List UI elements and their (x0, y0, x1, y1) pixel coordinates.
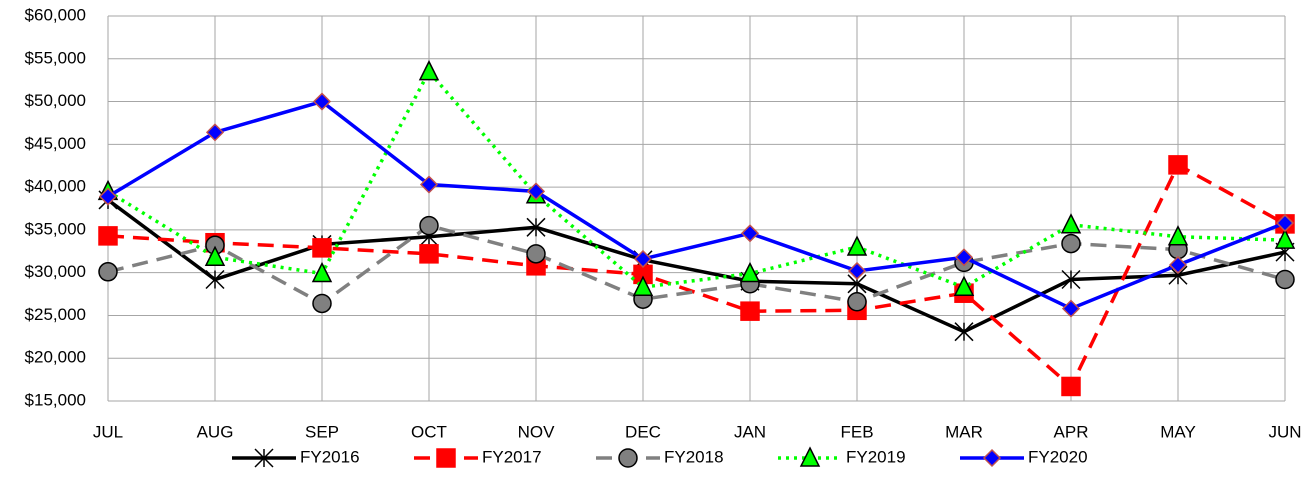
marker-triangle (739, 261, 761, 283)
x-tick-label: FEB (840, 422, 873, 441)
y-tick-label: $50,000 (25, 91, 86, 110)
x-tick-label: JUL (93, 422, 123, 441)
marker-square (98, 226, 118, 246)
marker-diamond (740, 224, 760, 243)
marker-triangle (1060, 213, 1082, 234)
series-line (107, 162, 1286, 390)
legend-label: FY2017 (482, 447, 542, 466)
marker-triangle (846, 235, 868, 256)
x-tick-label: DEC (625, 422, 661, 441)
y-tick-label: $15,000 (25, 390, 86, 409)
marker-triangle (204, 245, 226, 267)
marker-square (312, 238, 332, 258)
series-line (106, 198, 1286, 334)
marker-diamond (1275, 213, 1295, 233)
marker-triangle (418, 59, 440, 81)
marker-triangle (1274, 228, 1296, 249)
marker-diamond (954, 248, 974, 267)
marker-square (436, 448, 456, 468)
x-tick-label: APR (1054, 422, 1089, 441)
legend-label: FY2020 (1028, 447, 1088, 466)
marker-diamond (98, 187, 118, 206)
legend-label: FY2016 (300, 447, 360, 466)
marker-circle (312, 293, 332, 314)
marker-circle (419, 215, 439, 236)
marker-diamond (982, 448, 1002, 468)
x-tick-label: OCT (411, 422, 447, 441)
marker-diamond (847, 261, 867, 281)
marker-diamond (419, 175, 439, 194)
legend-label: FY2019 (846, 447, 906, 466)
x-tick-label: NOV (518, 422, 556, 441)
marker-circle (847, 292, 867, 312)
marker-circle (1275, 269, 1295, 290)
marker-triangle (953, 275, 975, 296)
y-tick-label: $30,000 (25, 262, 86, 281)
marker-circle (98, 262, 118, 282)
marker-circle (1061, 233, 1081, 254)
marker-triangle (799, 446, 821, 467)
y-tick-label: $55,000 (25, 48, 86, 67)
marker-star (954, 322, 974, 342)
marker-star (526, 217, 546, 237)
marker-diamond (205, 123, 225, 142)
marker-square (1168, 155, 1188, 175)
x-tick-label: JAN (734, 422, 766, 441)
y-tick-label: $40,000 (25, 177, 86, 196)
marker-circle (526, 244, 546, 264)
marker-diamond (312, 92, 332, 111)
x-tick-label: MAR (945, 422, 983, 441)
marker-square (1061, 376, 1081, 397)
y-tick-label: $45,000 (25, 134, 86, 153)
y-tick-label: $20,000 (25, 348, 86, 367)
marker-diamond (1061, 299, 1081, 318)
y-tick-label: $25,000 (25, 305, 86, 324)
x-tick-label: JUN (1268, 422, 1301, 441)
marker-star (254, 448, 274, 468)
legend-label: FY2018 (664, 447, 724, 466)
marker-diamond (1168, 255, 1188, 275)
x-tick-label: AUG (197, 422, 234, 441)
marker-diamond (526, 182, 546, 201)
marker-diamond (633, 249, 653, 269)
marker-star (1061, 269, 1081, 290)
series-line (107, 68, 1286, 290)
x-tick-label: SEP (305, 422, 339, 441)
marker-triangle (632, 275, 654, 296)
series-line (107, 99, 1286, 311)
marker-square (740, 301, 760, 321)
y-tick-label: $35,000 (25, 219, 86, 238)
marker-triangle (1167, 225, 1189, 246)
marker-square (419, 244, 439, 264)
marker-triangle (311, 261, 333, 283)
marker-star (205, 269, 225, 290)
y-tick-label: $60,000 (25, 5, 86, 24)
series-line (107, 223, 1286, 306)
x-tick-label: MAY (1160, 422, 1196, 441)
marker-circle (618, 448, 638, 468)
